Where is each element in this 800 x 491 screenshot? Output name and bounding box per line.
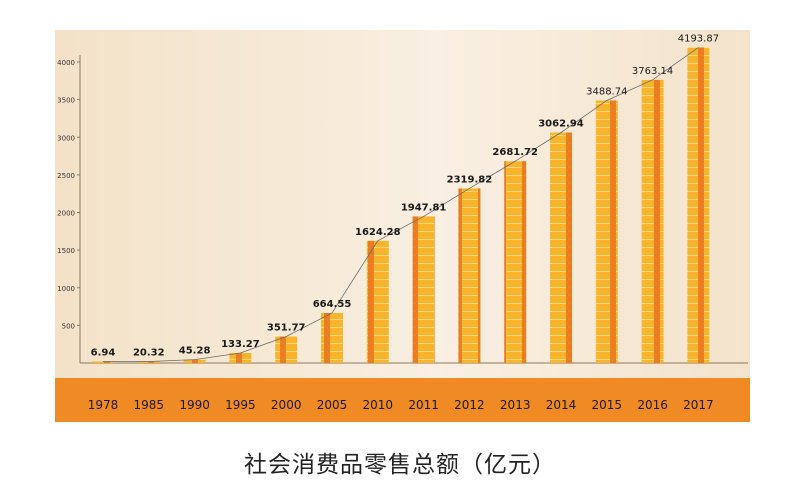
data-label: 3763.14 [632,66,673,77]
bar [366,240,389,363]
x-tick-label: 2011 [408,398,439,412]
trend-line [102,47,699,362]
data-label: 45.28 [179,346,211,357]
chart-caption: 社会消费品零售总额（亿元） [244,452,556,478]
x-tick-label: 2000 [271,398,302,412]
x-tick-label: 2005 [317,398,348,412]
x-tick-label: 1978 [88,398,119,412]
y-tick-label: 500 [62,322,75,330]
data-label: 133.27 [221,339,260,350]
bar [275,336,298,363]
bar-chart: 500 1000 1500 2000 2500 3000 3500 4000 6.94 20.32… [55,33,750,422]
y-tick-label: 3000 [57,134,75,142]
data-label: 6.94 [91,348,116,359]
y-tick-label: 2500 [57,172,75,180]
x-tick-label: 1990 [179,398,210,412]
y-tick-label: 1500 [57,247,75,255]
data-label: 1624.28 [355,227,401,238]
x-tick-label: 2016 [637,398,668,412]
bar [321,312,343,363]
x-tick-label: 1985 [134,398,165,412]
y-tick-label: 1000 [57,285,75,293]
bar [412,216,435,363]
data-label: 664.55 [313,299,352,310]
bar [92,361,114,363]
data-label: 4193.87 [678,33,719,44]
bar [183,359,206,363]
category-band [55,378,750,422]
x-tick-label: 2010 [363,398,394,412]
bar [229,352,252,363]
bar [504,161,527,363]
x-tick-label: 2014 [546,398,577,412]
data-label: 20.32 [133,347,165,358]
data-label: 2319.82 [447,174,493,185]
data-label: 3062.94 [538,119,584,130]
x-tick-label: 2013 [500,398,531,412]
bar [595,100,618,363]
x-tick-label: 2015 [592,398,623,412]
x-tick-label: 2017 [683,398,714,412]
bar [687,47,710,363]
x-tick-label: 2012 [454,398,485,412]
bar [641,79,664,363]
y-tick-label: 4000 [57,59,75,67]
data-label: 3488.74 [586,86,627,97]
bar [550,132,572,363]
data-label: 2681.72 [492,147,538,158]
y-tick-label: 2000 [57,210,75,218]
bar [137,361,160,363]
data-label: 351.77 [267,323,306,334]
x-tick-label: 1995 [225,398,256,412]
data-label: 1947.81 [401,202,447,213]
y-tick-label: 3500 [57,97,75,105]
bar [458,188,481,363]
chart-background [55,30,750,422]
